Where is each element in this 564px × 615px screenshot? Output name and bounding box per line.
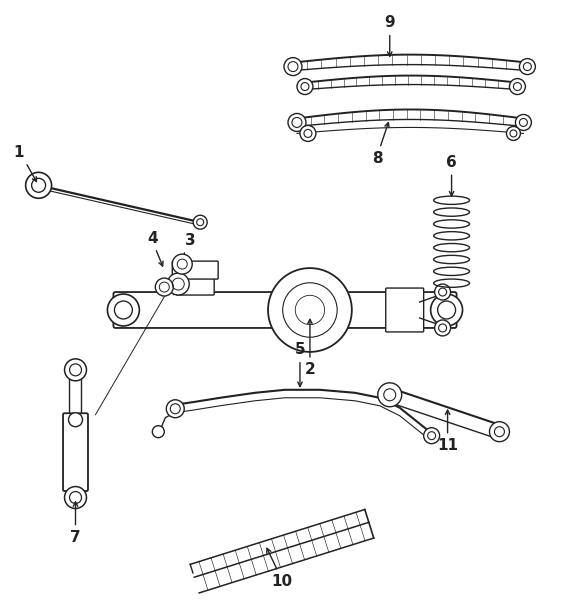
Circle shape (166, 400, 184, 418)
Circle shape (172, 254, 192, 274)
Circle shape (297, 79, 313, 95)
Circle shape (64, 486, 86, 509)
Text: 1: 1 (14, 145, 24, 160)
Circle shape (193, 215, 207, 229)
Circle shape (435, 284, 451, 300)
FancyBboxPatch shape (172, 261, 218, 279)
Circle shape (107, 294, 139, 326)
Circle shape (519, 58, 535, 74)
Circle shape (284, 58, 302, 76)
Circle shape (288, 114, 306, 132)
Text: 4: 4 (147, 231, 157, 245)
Circle shape (490, 422, 509, 442)
Text: 8: 8 (372, 151, 383, 166)
Circle shape (378, 383, 402, 407)
Circle shape (152, 426, 164, 438)
Text: 10: 10 (271, 574, 293, 589)
Circle shape (506, 127, 521, 140)
Circle shape (424, 427, 439, 443)
Text: 3: 3 (185, 232, 196, 248)
Circle shape (515, 114, 531, 130)
Text: 5: 5 (294, 343, 305, 357)
Text: 11: 11 (437, 438, 458, 453)
Circle shape (25, 172, 51, 198)
FancyBboxPatch shape (177, 275, 214, 295)
Text: 7: 7 (70, 530, 81, 545)
Text: 2: 2 (305, 362, 315, 378)
Circle shape (435, 320, 451, 336)
Circle shape (431, 294, 462, 326)
Text: 9: 9 (385, 15, 395, 30)
FancyBboxPatch shape (69, 369, 81, 416)
Circle shape (155, 278, 173, 296)
Circle shape (168, 273, 190, 295)
Circle shape (69, 413, 82, 427)
Circle shape (64, 359, 86, 381)
Circle shape (509, 79, 526, 95)
FancyBboxPatch shape (386, 288, 424, 332)
Circle shape (300, 125, 316, 141)
Circle shape (268, 268, 352, 352)
FancyBboxPatch shape (113, 292, 457, 328)
FancyBboxPatch shape (63, 413, 88, 491)
Text: 6: 6 (446, 155, 457, 170)
